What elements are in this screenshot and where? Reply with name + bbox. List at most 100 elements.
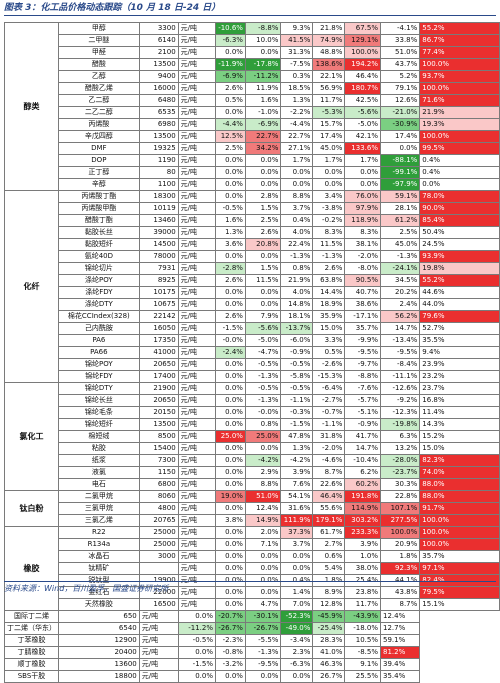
change-cell: 1.3% (214, 226, 246, 239)
change-cell: 21.9% (419, 106, 500, 119)
product-name: 丙烯酸甲酯 (58, 202, 140, 215)
table-row: 醋酸丁酯 13460 元/吨 1.6% 2.5% 0.4% -0.2% 118.9% 61.2%… (5, 214, 500, 227)
unit-cell: 元/吨 (177, 286, 216, 299)
price-cell: 19325 (138, 142, 179, 155)
change-cell: -2.3% (214, 634, 246, 647)
product-name: 辛醇 (58, 178, 140, 191)
change-cell: 12.8% (312, 598, 346, 611)
change-cell: -12.3% (379, 406, 421, 419)
change-cell: 0.0% (214, 250, 246, 263)
change-cell: 2.8% (244, 190, 282, 203)
change-cell: 42.1% (344, 130, 381, 143)
unit-cell: 元/吨 (177, 34, 216, 47)
change-cell: 0.0% (214, 466, 246, 479)
change-cell: 1.7% (312, 154, 346, 167)
change-cell: 93.9% (419, 250, 500, 263)
change-cell: -8.5% (344, 646, 381, 659)
change-cell: -0.5% (280, 358, 314, 371)
change-cell: -1.5% (177, 658, 216, 671)
change-cell: 180.7% (344, 82, 381, 95)
change-cell: 16.8% (419, 394, 500, 407)
change-cell: 0.6% (312, 550, 346, 563)
change-cell: -4.4% (214, 118, 246, 131)
price-cell: 3000 (138, 550, 179, 563)
change-cell: 14.7% (379, 322, 421, 335)
change-cell: 18.5% (280, 82, 314, 95)
change-cell: 15.2% (419, 430, 500, 443)
change-cell: 99.5% (419, 142, 500, 155)
price-cell: 6800 (138, 478, 179, 491)
table-row: 乙醇 9400 元/吨 -6.9% -11.2% 0.3% 22.1% 46.4% 5.2% 93… (5, 70, 500, 83)
change-cell: 7.6% (280, 478, 314, 491)
change-cell: 0.0% (280, 670, 314, 683)
table-row: 橡胶 R22 25000 元/吨 0.0% 2.0% 37.3% 61.7% 233.3% 100… (4, 526, 500, 611)
change-cell: 30.3% (379, 478, 421, 491)
change-cell: 8.8% (280, 190, 314, 203)
product-name: 锦纶POY (58, 358, 140, 371)
change-cell: 0.0% (244, 442, 282, 455)
change-cell: -5.8% (280, 370, 314, 383)
product-name: DOP (58, 154, 140, 167)
table-row: 锦纶POY 20650 元/吨 0.0% -0.5% -0.5% -2.6% -9.7% -8.… (5, 358, 500, 371)
table-row: 三氯甲烷 4800 元/吨 0.0% 12.4% 31.6% 55.6% 114.9% 107.… (5, 502, 500, 515)
change-cell: 0.0% (214, 154, 246, 167)
unit-cell: 元/吨 (177, 430, 216, 443)
title-rule (4, 15, 496, 16)
product-name: 己内酰胺 (58, 322, 140, 335)
change-cell: 0.0% (214, 586, 246, 599)
change-cell: 1.5% (244, 262, 282, 275)
change-cell: 0.0% (214, 394, 246, 407)
change-cell: 35.7% (344, 322, 381, 335)
table-row: 冰晶石 3000 元/吨 0.0% 0.0% 0.0% 0.6% 1.0% 1.8% 35.7% (5, 550, 500, 563)
change-cell: 23.7% (419, 382, 500, 395)
table-row: 粘胶 15400 元/吨 0.0% 0.0% 1.3% -2.0% 14.7% 13.2% 15.… (5, 442, 500, 455)
change-cell: 11.4% (419, 406, 500, 419)
change-cell: -99.1% (379, 166, 421, 179)
change-cell: 0.0% (214, 502, 246, 515)
change-cell: 12.4% (379, 610, 421, 623)
product-name: SBS干胶 (4, 670, 59, 683)
change-cell: -10.6% (214, 22, 246, 35)
change-cell: 44.0% (419, 298, 500, 311)
change-cell: 100.0% (419, 82, 500, 95)
change-cell: 2.5% (244, 214, 282, 227)
change-cell: 22.8% (379, 490, 421, 503)
change-cell: -19.8% (379, 418, 421, 431)
change-cell: -9.5% (344, 346, 381, 359)
change-cell: 0.0% (177, 670, 216, 683)
change-cell: 26.7% (312, 670, 346, 683)
product-name: 乙醇 (58, 70, 140, 83)
change-cell: 23.8% (344, 586, 381, 599)
change-cell: 35.9% (312, 310, 346, 323)
change-cell: -17.8% (244, 58, 282, 71)
change-cell: -2.8% (214, 262, 246, 275)
change-cell: 0.0% (419, 178, 500, 191)
change-cell: 11.9% (244, 82, 282, 95)
price-cell: 17350 (138, 334, 179, 347)
change-cell: 79.6% (419, 310, 500, 323)
change-cell: 0.5% (214, 94, 246, 107)
product-name: 三氯乙烯 (58, 514, 140, 527)
table-row: 天然橡胶 16500 元/吨 0.0% 4.7% 7.0% 12.8% 11.7% 8.7% 15… (5, 598, 500, 611)
change-cell: 15.0% (312, 322, 346, 335)
change-cell: -9.2% (379, 394, 421, 407)
change-cell: 3.7% (280, 538, 314, 551)
change-cell: 14.9% (244, 514, 282, 527)
change-cell: 81.2% (379, 646, 421, 659)
change-cell: 22.7% (280, 130, 314, 143)
price-cell: 25000 (138, 538, 179, 551)
change-cell: 45.0% (312, 142, 346, 155)
change-cell: -11.2% (244, 70, 282, 83)
change-cell: 0.0% (280, 550, 314, 563)
change-cell: -2.6% (312, 358, 346, 371)
change-cell: 2.6% (214, 310, 246, 323)
change-cell: -45.9% (312, 610, 346, 623)
change-cell: 1.3% (280, 94, 314, 107)
change-cell: -5.1% (344, 406, 381, 419)
product-name: 纸浆 (58, 454, 140, 467)
table-row: 黏胶长丝 39000 元/吨 1.3% 2.6% 4.0% 8.3% 8.3% 2.5% 50.4… (5, 226, 500, 239)
change-cell: 60.2% (344, 478, 381, 491)
change-cell: -28.0% (379, 454, 421, 467)
price-cell: 13500 (138, 58, 179, 71)
price-cell: 7931 (138, 262, 179, 275)
